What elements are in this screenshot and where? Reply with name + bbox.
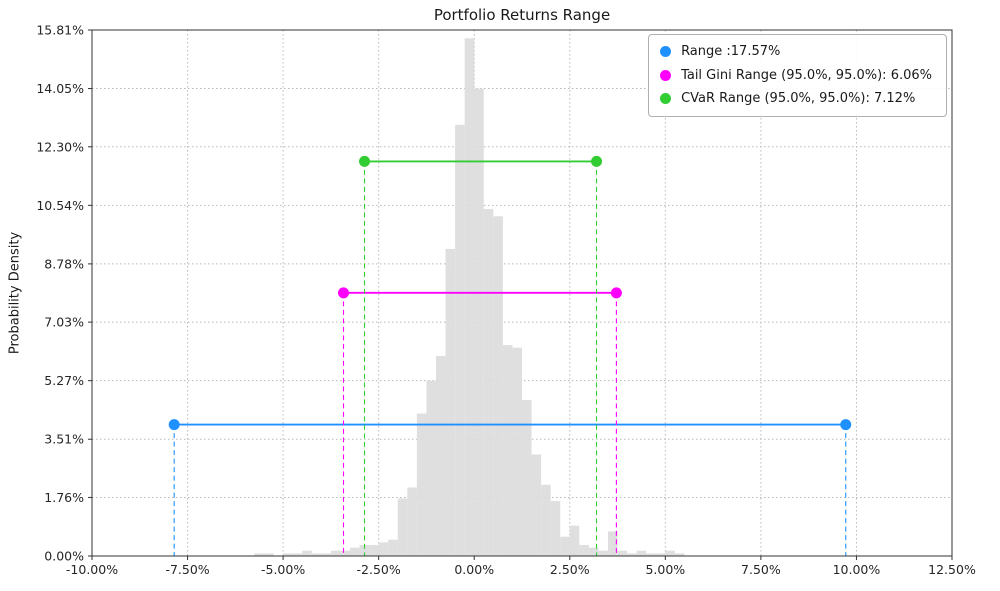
svg-text:10.54%: 10.54% bbox=[36, 198, 84, 213]
svg-text:-5.00%: -5.00% bbox=[261, 562, 305, 577]
tail-gini-marker-icon bbox=[660, 69, 672, 81]
legend-label-tail-gini-range: Tail Gini Range (95.0%, 95.0%): 6.06% bbox=[681, 67, 932, 83]
svg-text:5.00%: 5.00% bbox=[645, 562, 685, 577]
svg-text:14.05%: 14.05% bbox=[36, 81, 84, 96]
range-marker bbox=[168, 419, 852, 556]
svg-text:0.00%: 0.00% bbox=[44, 549, 84, 564]
svg-text:15.81%: 15.81% bbox=[36, 23, 84, 38]
svg-text:10.00%: 10.00% bbox=[833, 562, 881, 577]
svg-text:1.76%: 1.76% bbox=[44, 490, 84, 505]
range-marker-icon bbox=[660, 46, 672, 58]
legend-item-tail-gini-range: Tail Gini Range (95.0%, 95.0%): 6.06% bbox=[660, 68, 932, 84]
svg-text:0.00%: 0.00% bbox=[454, 562, 494, 577]
legend-item-range: Range :17.57% bbox=[660, 44, 932, 60]
legend: Range :17.57% Tail Gini Range (95.0%, 95… bbox=[648, 34, 947, 117]
tail-gini-range-marker bbox=[338, 287, 622, 556]
svg-text:7.50%: 7.50% bbox=[741, 562, 781, 577]
legend-label-cvar-range: CVaR Range (95.0%, 95.0%): 7.12% bbox=[681, 91, 916, 107]
cvar-range-marker bbox=[359, 155, 603, 556]
svg-text:3.51%: 3.51% bbox=[44, 432, 84, 447]
svg-text:7.03%: 7.03% bbox=[44, 315, 84, 330]
cvar-marker-icon bbox=[660, 93, 672, 105]
svg-text:8.78%: 8.78% bbox=[44, 256, 84, 271]
svg-text:-7.50%: -7.50% bbox=[165, 562, 209, 577]
svg-text:5.27%: 5.27% bbox=[44, 373, 84, 388]
plot-border bbox=[91, 29, 953, 557]
legend-item-cvar-range: CVaR Range (95.0%, 95.0%): 7.12% bbox=[660, 91, 932, 107]
svg-text:-2.50%: -2.50% bbox=[357, 562, 401, 577]
svg-text:2.50%: 2.50% bbox=[550, 562, 590, 577]
legend-label-range: Range :17.57% bbox=[681, 44, 781, 59]
svg-text:12.50%: 12.50% bbox=[928, 562, 976, 577]
svg-text:-10.00%: -10.00% bbox=[66, 562, 118, 577]
returns-histogram bbox=[254, 38, 685, 557]
y-axis-ticks: 0.00% 1.76% 3.51% 5.27% 7.03% 8.78% 10.54% 12.3… bbox=[36, 23, 92, 564]
chart-title: Portfolio Returns Range bbox=[433, 6, 611, 24]
x-axis-ticks: -10.00% -7.50% -5.00% -2.50% 0.00% 2.50% 5.00%… bbox=[66, 556, 976, 577]
svg-text:12.30%: 12.30% bbox=[36, 139, 84, 154]
